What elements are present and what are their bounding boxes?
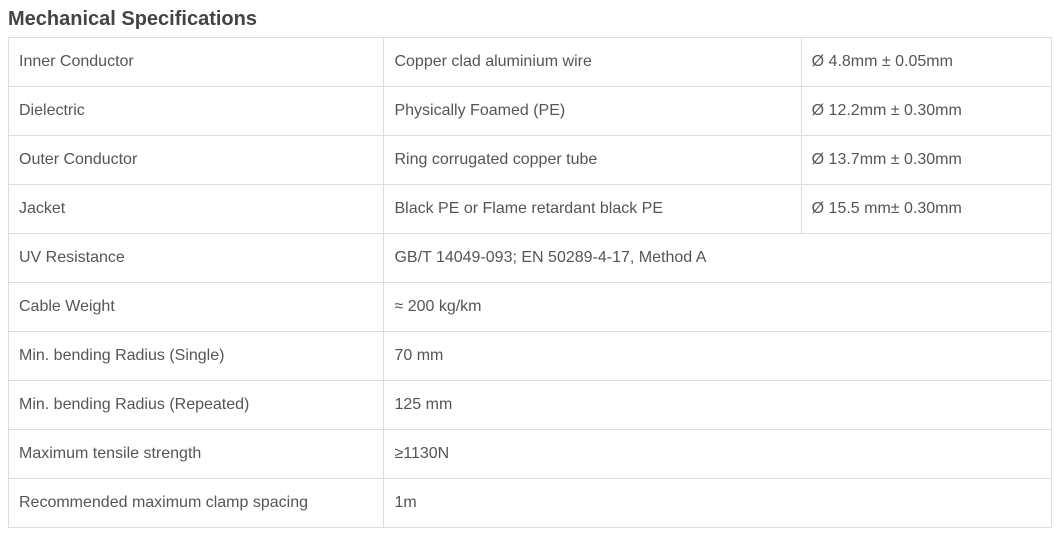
- spec-value: GB/T 14049-093; EN 50289-4-17, Method A: [384, 234, 1052, 283]
- spec-label: Maximum tensile strength: [9, 430, 384, 479]
- spec-label: Cable Weight: [9, 283, 384, 332]
- spec-label: Recommended maximum clamp spacing: [9, 479, 384, 528]
- spec-dimension: Ø 15.5 mm± 0.30mm: [801, 185, 1051, 234]
- spec-label: Min. bending Radius (Single): [9, 332, 384, 381]
- spec-value: 70 mm: [384, 332, 1052, 381]
- spec-value: Ring corrugated copper tube: [384, 136, 801, 185]
- table-row: UV Resistance GB/T 14049-093; EN 50289-4…: [9, 234, 1052, 283]
- spec-label: UV Resistance: [9, 234, 384, 283]
- spec-value: 125 mm: [384, 381, 1052, 430]
- spec-value: ≥1130N: [384, 430, 1052, 479]
- table-row: Min. bending Radius (Single) 70 mm: [9, 332, 1052, 381]
- spec-label: Outer Conductor: [9, 136, 384, 185]
- spec-table: Inner Conductor Copper clad aluminium wi…: [8, 37, 1052, 528]
- table-row: Inner Conductor Copper clad aluminium wi…: [9, 38, 1052, 87]
- table-row: Outer Conductor Ring corrugated copper t…: [9, 136, 1052, 185]
- spec-dimension: Ø 12.2mm ± 0.30mm: [801, 87, 1051, 136]
- spec-value: 1m: [384, 479, 1052, 528]
- spec-dimension: Ø 13.7mm ± 0.30mm: [801, 136, 1051, 185]
- spec-label: Jacket: [9, 185, 384, 234]
- table-row: Recommended maximum clamp spacing 1m: [9, 479, 1052, 528]
- table-row: Min. bending Radius (Repeated) 125 mm: [9, 381, 1052, 430]
- section-title: Mechanical Specifications: [8, 8, 1052, 37]
- table-row: Cable Weight ≈ 200 kg/km: [9, 283, 1052, 332]
- table-row: Dielectric Physically Foamed (PE) Ø 12.2…: [9, 87, 1052, 136]
- spec-label: Dielectric: [9, 87, 384, 136]
- spec-label: Min. bending Radius (Repeated): [9, 381, 384, 430]
- table-row: Maximum tensile strength ≥1130N: [9, 430, 1052, 479]
- spec-dimension: Ø 4.8mm ± 0.05mm: [801, 38, 1051, 87]
- spec-value: Copper clad aluminium wire: [384, 38, 801, 87]
- spec-value: ≈ 200 kg/km: [384, 283, 1052, 332]
- table-row: Jacket Black PE or Flame retardant black…: [9, 185, 1052, 234]
- spec-label: Inner Conductor: [9, 38, 384, 87]
- spec-value: Physically Foamed (PE): [384, 87, 801, 136]
- spec-value: Black PE or Flame retardant black PE: [384, 185, 801, 234]
